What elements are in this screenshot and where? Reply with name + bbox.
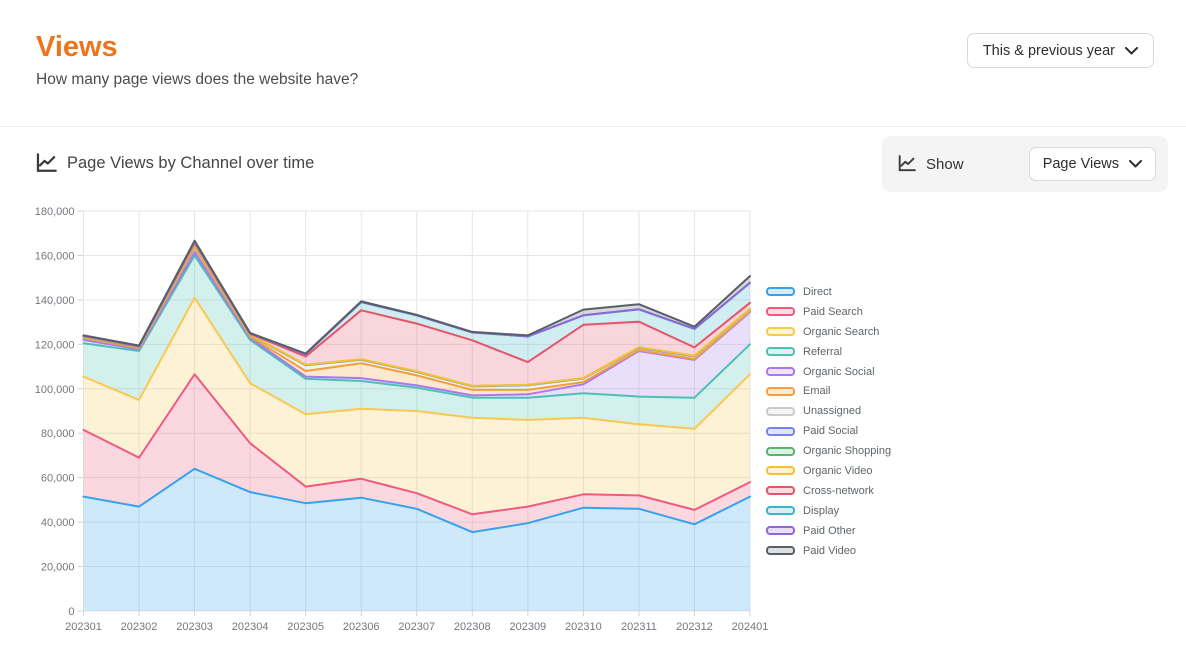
legend-swatch (766, 426, 795, 436)
legend-item[interactable]: Unassigned (766, 401, 891, 421)
svg-text:202307: 202307 (398, 621, 435, 633)
svg-text:160,000: 160,000 (35, 250, 75, 262)
page-title: Views (36, 31, 118, 63)
legend-label: Organic Video (803, 464, 873, 477)
legend-item[interactable]: Direct (766, 282, 891, 302)
legend-item[interactable]: Display (766, 501, 891, 521)
period-selector-label: This & previous year (982, 42, 1115, 59)
svg-text:202305: 202305 (287, 621, 324, 633)
chart-section-title: Page Views by Channel over time (67, 154, 315, 172)
svg-text:202306: 202306 (343, 621, 380, 633)
legend-label: Paid Other (803, 524, 856, 537)
svg-text:202308: 202308 (454, 621, 491, 633)
legend-swatch (766, 526, 795, 536)
legend-label: Paid Video (803, 544, 857, 557)
svg-text:0: 0 (68, 606, 74, 618)
legend-label: Organic Shopping (803, 445, 892, 458)
svg-text:202309: 202309 (509, 621, 546, 633)
legend-swatch (766, 367, 795, 376)
page-subtitle: How many page views does the website hav… (36, 71, 359, 88)
legend-label: Referral (803, 345, 843, 358)
svg-text:202303: 202303 (176, 621, 213, 633)
legend-swatch (766, 446, 795, 456)
svg-text:202302: 202302 (121, 621, 158, 633)
svg-text:100,000: 100,000 (35, 384, 75, 396)
svg-text:202312: 202312 (676, 621, 713, 633)
svg-text:202304: 202304 (232, 621, 269, 633)
legend-label: Paid Social (803, 425, 859, 438)
legend-label: Email (803, 385, 831, 398)
legend-swatch (766, 347, 795, 357)
metric-selector-dropdown[interactable]: Page Views (1028, 147, 1156, 181)
legend-item[interactable]: Paid Video (766, 541, 891, 561)
chart-line-icon (36, 153, 57, 172)
svg-text:202401: 202401 (732, 621, 769, 633)
svg-text:80,000: 80,000 (41, 428, 75, 440)
legend-label: Direct (803, 285, 832, 298)
svg-text:40,000: 40,000 (41, 517, 75, 529)
legend-item[interactable]: Email (766, 381, 891, 401)
svg-text:140,000: 140,000 (35, 295, 75, 307)
chevron-down-icon (1129, 160, 1142, 168)
legend-item[interactable]: Paid Other (766, 521, 891, 541)
legend-swatch (766, 307, 795, 317)
legend-item[interactable]: Cross-network (766, 481, 891, 501)
legend-item[interactable]: Organic Shopping (766, 441, 891, 461)
svg-text:180,000: 180,000 (35, 206, 75, 218)
legend-label: Organic Social (803, 365, 875, 378)
legend-label: Paid Search (803, 305, 863, 318)
chevron-down-icon (1125, 46, 1138, 54)
metric-selector-label: Page Views (1042, 156, 1119, 172)
show-label: Show (926, 155, 964, 173)
legend-swatch (766, 406, 795, 416)
legend-swatch (766, 486, 795, 496)
svg-text:120,000: 120,000 (35, 339, 75, 351)
svg-text:202310: 202310 (565, 621, 602, 633)
legend-item[interactable]: Organic Search (766, 322, 891, 342)
svg-text:20,000: 20,000 (41, 562, 75, 574)
legend-item[interactable]: Organic Social (766, 362, 891, 382)
legend-item[interactable]: Paid Search (766, 302, 891, 322)
stacked-area-chart[interactable]: 0 20,000 40,000 60,000 80,000 100,000 120,000 1… (0, 200, 770, 650)
legend-label: Unassigned (803, 405, 862, 418)
show-panel: Show Page Views (882, 136, 1168, 192)
chart-line-icon (898, 155, 916, 172)
header-divider (0, 126, 1186, 127)
svg-text:202311: 202311 (621, 621, 657, 633)
legend-label: Cross-network (803, 484, 874, 497)
legend-swatch (766, 466, 795, 476)
legend-label: Display (803, 504, 840, 517)
legend-item[interactable]: Referral (766, 342, 891, 362)
chart-legend: Direct Paid Search Organic Search Referral O… (766, 282, 891, 560)
legend-swatch (766, 546, 795, 556)
svg-text:202301: 202301 (65, 621, 102, 633)
legend-swatch (766, 386, 795, 396)
legend-swatch (766, 506, 795, 516)
legend-item[interactable]: Paid Social (766, 421, 891, 441)
legend-swatch (766, 287, 795, 297)
period-selector-dropdown[interactable]: This & previous year (966, 33, 1154, 68)
legend-swatch (766, 327, 795, 337)
legend-item[interactable]: Organic Video (766, 461, 891, 481)
svg-text:60,000: 60,000 (41, 473, 75, 485)
legend-label: Organic Search (803, 325, 880, 338)
